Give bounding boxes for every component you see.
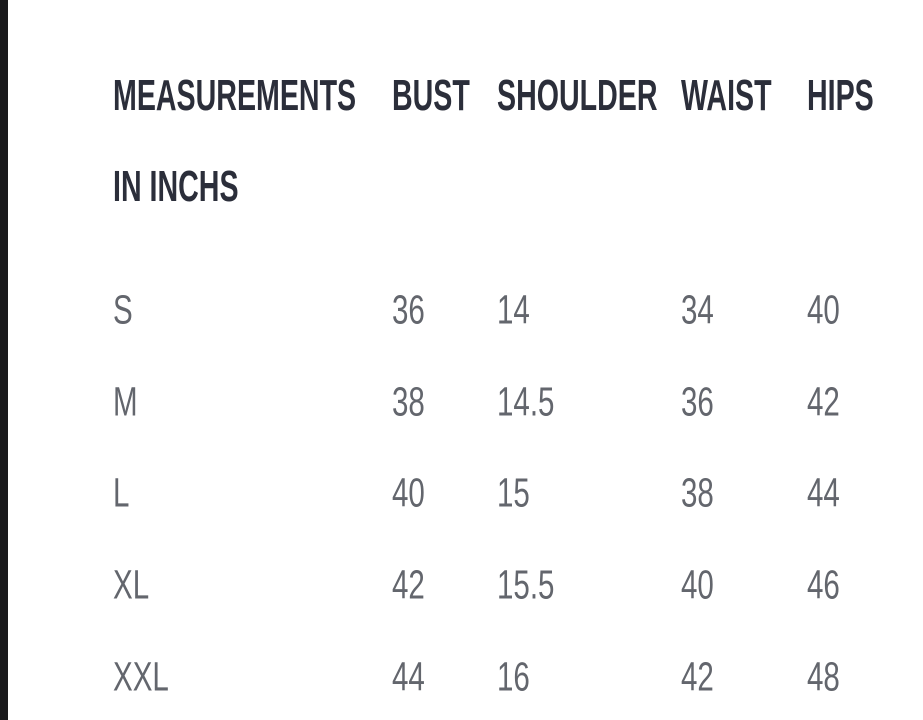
table-header-row-line2: IN INCHS	[0, 141, 923, 233]
bust-value: 38	[392, 378, 425, 425]
shoulder-value: 16	[497, 653, 530, 700]
waist-value: 40	[681, 561, 714, 608]
table-row: XXL 44 16 42 48	[0, 631, 923, 720]
hips-value: 44	[807, 469, 840, 516]
header-measurements: MEASUREMENTS	[113, 71, 357, 120]
size-label: M	[113, 378, 138, 425]
header-hips: HIPS	[807, 71, 874, 120]
size-label: XL	[113, 561, 150, 608]
waist-value: 42	[681, 653, 714, 700]
table-row: XL 42 15.5 40 46	[0, 539, 923, 631]
size-label: XXL	[113, 653, 169, 700]
hips-value: 46	[807, 561, 840, 608]
header-in-inchs: IN INCHS	[113, 162, 239, 211]
table-row: M 38 14.5 36 42	[0, 356, 923, 448]
table-header-row: MEASUREMENTS BUST SHOULDER WAIST HIPS	[0, 50, 923, 142]
hips-value: 42	[807, 378, 840, 425]
bust-value: 40	[392, 469, 425, 516]
header-bust: BUST	[392, 71, 470, 120]
header-shoulder: SHOULDER	[497, 71, 658, 120]
waist-value: 36	[681, 378, 714, 425]
waist-value: 34	[681, 286, 714, 333]
bust-value: 36	[392, 286, 425, 333]
size-label: S	[113, 286, 133, 333]
left-edge-bar	[0, 0, 8, 720]
bust-value: 42	[392, 561, 425, 608]
shoulder-value: 14	[497, 286, 530, 333]
shoulder-value: 14.5	[497, 378, 555, 425]
table-row: S 36 14 34 40	[0, 264, 923, 356]
shoulder-value: 15	[497, 469, 530, 516]
hips-value: 48	[807, 653, 840, 700]
header-waist: WAIST	[681, 71, 772, 120]
bust-value: 44	[392, 653, 425, 700]
hips-value: 40	[807, 286, 840, 333]
table-row: L 40 15 38 44	[0, 447, 923, 539]
waist-value: 38	[681, 469, 714, 516]
size-label: L	[113, 469, 130, 516]
shoulder-value: 15.5	[497, 561, 555, 608]
